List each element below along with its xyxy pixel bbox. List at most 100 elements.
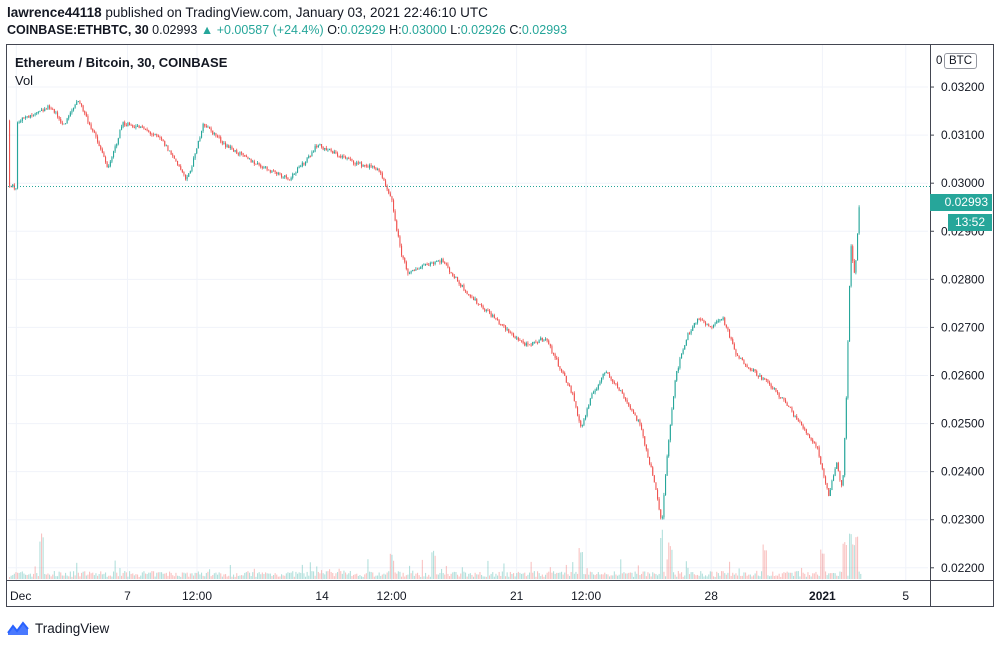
- volume-bar: [567, 574, 569, 579]
- tradingview-logo[interactable]: TradingView: [7, 620, 109, 636]
- author-name[interactable]: lawrence44118: [7, 5, 102, 20]
- volume-bar: [612, 575, 614, 579]
- volume-bar: [658, 573, 660, 579]
- candle-body: [289, 179, 291, 181]
- volume-bar: [514, 576, 516, 579]
- candle-body: [530, 344, 532, 346]
- candle-body: [148, 130, 150, 132]
- axis-zero-label: 0: [936, 55, 943, 67]
- volume-bar: [268, 573, 270, 579]
- candle-body: [17, 122, 19, 189]
- candle-body: [588, 405, 590, 409]
- candle-body: [493, 315, 495, 319]
- volume-bar: [698, 575, 700, 579]
- candle-body: [66, 118, 68, 124]
- candle-body: [581, 425, 583, 427]
- candle-body: [490, 312, 492, 317]
- volume-bar: [316, 566, 318, 579]
- volume-bar: [527, 574, 529, 579]
- candle-body: [708, 324, 710, 327]
- candle-body: [18, 121, 20, 123]
- volume-bar: [441, 568, 443, 579]
- volume-bar: [637, 565, 639, 579]
- candle-body: [253, 161, 255, 164]
- candle-body: [506, 328, 508, 330]
- volume-bar: [781, 573, 783, 579]
- candle-body: [836, 462, 838, 469]
- volume-bar: [249, 572, 251, 579]
- volume-bar: [605, 574, 607, 579]
- volume-bar: [109, 575, 111, 579]
- candle-body: [153, 134, 155, 136]
- volume-bar: [37, 576, 39, 579]
- candle-body: [420, 267, 422, 269]
- price-axis[interactable]: [930, 44, 994, 581]
- volume-bar: [444, 574, 446, 579]
- candle-body: [817, 446, 819, 448]
- candle-body: [50, 108, 52, 110]
- volume-bar: [76, 562, 78, 579]
- volume-bar: [361, 576, 363, 579]
- candle-body: [149, 131, 151, 134]
- candle-body: [135, 126, 137, 128]
- volume-bar: [554, 573, 556, 579]
- candle-body: [349, 158, 351, 160]
- time-axis[interactable]: [6, 581, 930, 607]
- legend-title: Ethereum / Bitcoin, 30, COINBASE: [15, 55, 228, 70]
- candle-body: [125, 125, 127, 127]
- price-tick-label: 0.03200: [941, 80, 985, 94]
- candle-body: [365, 165, 367, 167]
- volume-bar: [220, 573, 222, 579]
- volume-bar: [721, 571, 723, 579]
- candle-body: [676, 371, 678, 381]
- currency-button[interactable]: BTC: [944, 53, 977, 69]
- candle-body: [690, 330, 692, 334]
- volume-bar: [191, 573, 193, 579]
- volume-bar: [469, 573, 471, 579]
- volume-bar: [762, 544, 764, 579]
- candle-body: [617, 383, 619, 388]
- volume-bar: [113, 571, 115, 579]
- volume-bar: [818, 575, 820, 579]
- candle-body: [777, 391, 779, 394]
- volume-bar: [748, 574, 750, 579]
- volume-bar: [25, 574, 27, 579]
- volume-bar: [12, 575, 14, 579]
- volume-bar: [167, 575, 169, 579]
- volume-bar: [209, 569, 211, 579]
- candle-body: [175, 158, 177, 161]
- candle-body: [594, 390, 596, 393]
- candle-body: [668, 440, 670, 457]
- candle-body: [258, 163, 260, 165]
- volume-bar: [349, 571, 351, 579]
- candle-body: [653, 475, 655, 483]
- candle-body: [615, 383, 617, 385]
- candle-body: [178, 164, 180, 167]
- candle-body: [413, 269, 415, 271]
- candle-body: [380, 171, 382, 174]
- candle-body: [221, 141, 223, 144]
- volume-bar: [461, 567, 463, 579]
- candle-body: [855, 260, 857, 273]
- candle-body: [577, 407, 579, 416]
- candle-body: [185, 174, 187, 180]
- chart-pane[interactable]: [6, 44, 930, 581]
- candle-body: [220, 137, 222, 142]
- volume-bar: [828, 573, 830, 579]
- candle-body: [537, 342, 539, 344]
- candle-body: [322, 146, 324, 150]
- candle-body: [210, 128, 212, 131]
- volume-bar: [236, 573, 238, 579]
- volume-bar: [300, 572, 302, 579]
- volume-bar: [276, 574, 278, 579]
- candle-body: [301, 162, 303, 167]
- candle-body: [423, 264, 425, 266]
- volume-bar: [90, 573, 92, 579]
- volume-bar: [477, 574, 479, 579]
- volume-bar: [242, 575, 244, 579]
- candle-body: [79, 101, 81, 104]
- volume-bar: [266, 573, 268, 579]
- candle-body: [554, 354, 556, 358]
- candle-body: [753, 369, 755, 371]
